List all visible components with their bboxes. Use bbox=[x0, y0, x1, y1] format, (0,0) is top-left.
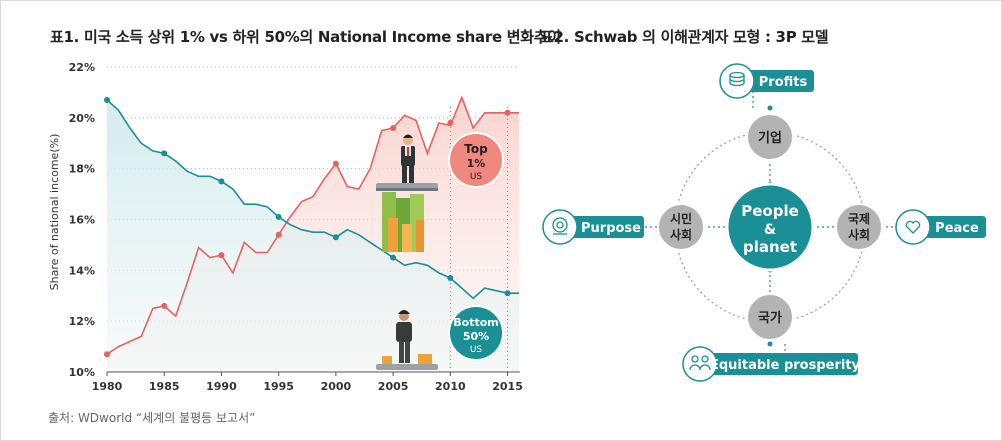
x-tick-label: 2005 bbox=[378, 380, 409, 393]
bottom-series-point bbox=[104, 97, 110, 104]
node-civil-society bbox=[657, 203, 705, 251]
node-state bbox=[746, 293, 794, 341]
target-icon bbox=[552, 217, 568, 235]
y-tick-label: 16% bbox=[69, 214, 95, 227]
bottom-label-line2: 50% bbox=[463, 330, 489, 343]
top-series-point bbox=[447, 119, 454, 126]
y-axis-label: Share of national income(%) bbox=[48, 134, 61, 291]
tag-peace: Peace bbox=[895, 209, 986, 245]
top-label-line1: Top bbox=[464, 142, 488, 156]
tag-peace-label: Peace bbox=[935, 221, 979, 236]
x-tick-label: 1990 bbox=[206, 380, 237, 393]
three-p-model-diagram: People & planet 기업 국가 시민 사회 국제 사회 Profit… bbox=[542, 63, 986, 382]
bottom-series-point bbox=[447, 274, 454, 281]
x-tick-label: 2015 bbox=[492, 380, 523, 393]
tag-profits-label: Profits bbox=[759, 75, 808, 90]
center-line1: People bbox=[741, 202, 799, 220]
bottom-series-point bbox=[218, 178, 225, 185]
node-civil-line1: 시민 bbox=[670, 211, 692, 226]
top-series-point bbox=[390, 125, 397, 131]
x-tick-labels: 1980 1985 1990 1995 2000 2005 2010 2015 bbox=[92, 372, 523, 393]
x-tick-label: 1980 bbox=[92, 380, 123, 393]
node-intl-line1: 국제 bbox=[848, 212, 870, 226]
y-tick-label: 12% bbox=[69, 315, 95, 328]
people-icon bbox=[689, 355, 711, 371]
center-line2: & bbox=[764, 222, 776, 238]
node-international-society bbox=[835, 203, 883, 251]
top-series-point bbox=[275, 231, 282, 238]
tag-profits: Profits bbox=[719, 63, 814, 99]
top-series-label: Top 1% US bbox=[448, 132, 504, 188]
y-tick-label: 20% bbox=[69, 112, 95, 125]
bottom-series-label: Bottom 50% US bbox=[448, 305, 504, 361]
bottom-series-point bbox=[390, 254, 397, 261]
income-share-chart: 10% 12% 14% 16% 18% 20% 22% 1980 1985 1990 1995 20… bbox=[48, 61, 523, 393]
y-tick-label: 10% bbox=[69, 366, 95, 379]
top-series-point bbox=[161, 302, 168, 309]
coins-icon bbox=[729, 71, 745, 87]
top-series-point bbox=[504, 109, 511, 116]
x-tick-label: 1985 bbox=[149, 380, 180, 393]
y-tick-label: 14% bbox=[69, 264, 95, 277]
tag-purpose-label: Purpose bbox=[581, 221, 641, 236]
tag-prosperity-label: Equitable prosperity bbox=[710, 358, 861, 373]
top-label-line3: US bbox=[470, 172, 483, 182]
node-business bbox=[746, 113, 794, 161]
bottom-series-point bbox=[275, 213, 282, 220]
top-series-point bbox=[104, 351, 110, 358]
tag-equitable-prosperity: Equitable prosperity bbox=[682, 346, 861, 382]
source-note: 출처: WDworld “세계의 불평등 보고서” bbox=[48, 411, 256, 425]
bottom-series-point bbox=[504, 290, 511, 297]
bottom-series-point bbox=[332, 234, 339, 241]
diagram-title: 표2. Schwab 의 이해관계자 모형 : 3P 모델 bbox=[540, 28, 829, 46]
center-line3: planet bbox=[743, 238, 797, 256]
poor-person-illustration bbox=[376, 310, 438, 370]
x-tick-label: 1995 bbox=[263, 380, 294, 393]
y-tick-label: 22% bbox=[69, 61, 95, 74]
x-tick-label: 2000 bbox=[321, 380, 352, 393]
heart-hands-icon bbox=[905, 220, 921, 234]
series-markers bbox=[104, 97, 511, 358]
node-intl-line2: 사회 bbox=[848, 227, 870, 242]
tag-purpose: Purpose bbox=[542, 209, 644, 245]
center-node bbox=[725, 182, 815, 272]
node-civil-line2: 사회 bbox=[670, 227, 692, 242]
top-series-point bbox=[218, 252, 225, 259]
x-tick-label: 2010 bbox=[435, 380, 466, 393]
y-tick-label: 18% bbox=[69, 163, 95, 176]
node-business-label: 기업 bbox=[758, 131, 782, 146]
bottom-label-line1: Bottom bbox=[453, 316, 498, 329]
bottom-label-line3: US bbox=[470, 345, 483, 355]
node-state-label: 국가 bbox=[758, 311, 782, 326]
top-series-point bbox=[332, 160, 339, 167]
chart-title: 표1. 미국 소득 상위 1% vs 하위 50%의 National Inco… bbox=[50, 28, 561, 46]
rich-person-illustration bbox=[376, 134, 438, 252]
top-label-line2: 1% bbox=[467, 157, 486, 170]
bottom-series-area bbox=[107, 100, 519, 372]
bottom-series-point bbox=[161, 150, 168, 157]
y-tick-labels: 10% 12% 14% 16% 18% 20% 22% bbox=[69, 61, 95, 379]
